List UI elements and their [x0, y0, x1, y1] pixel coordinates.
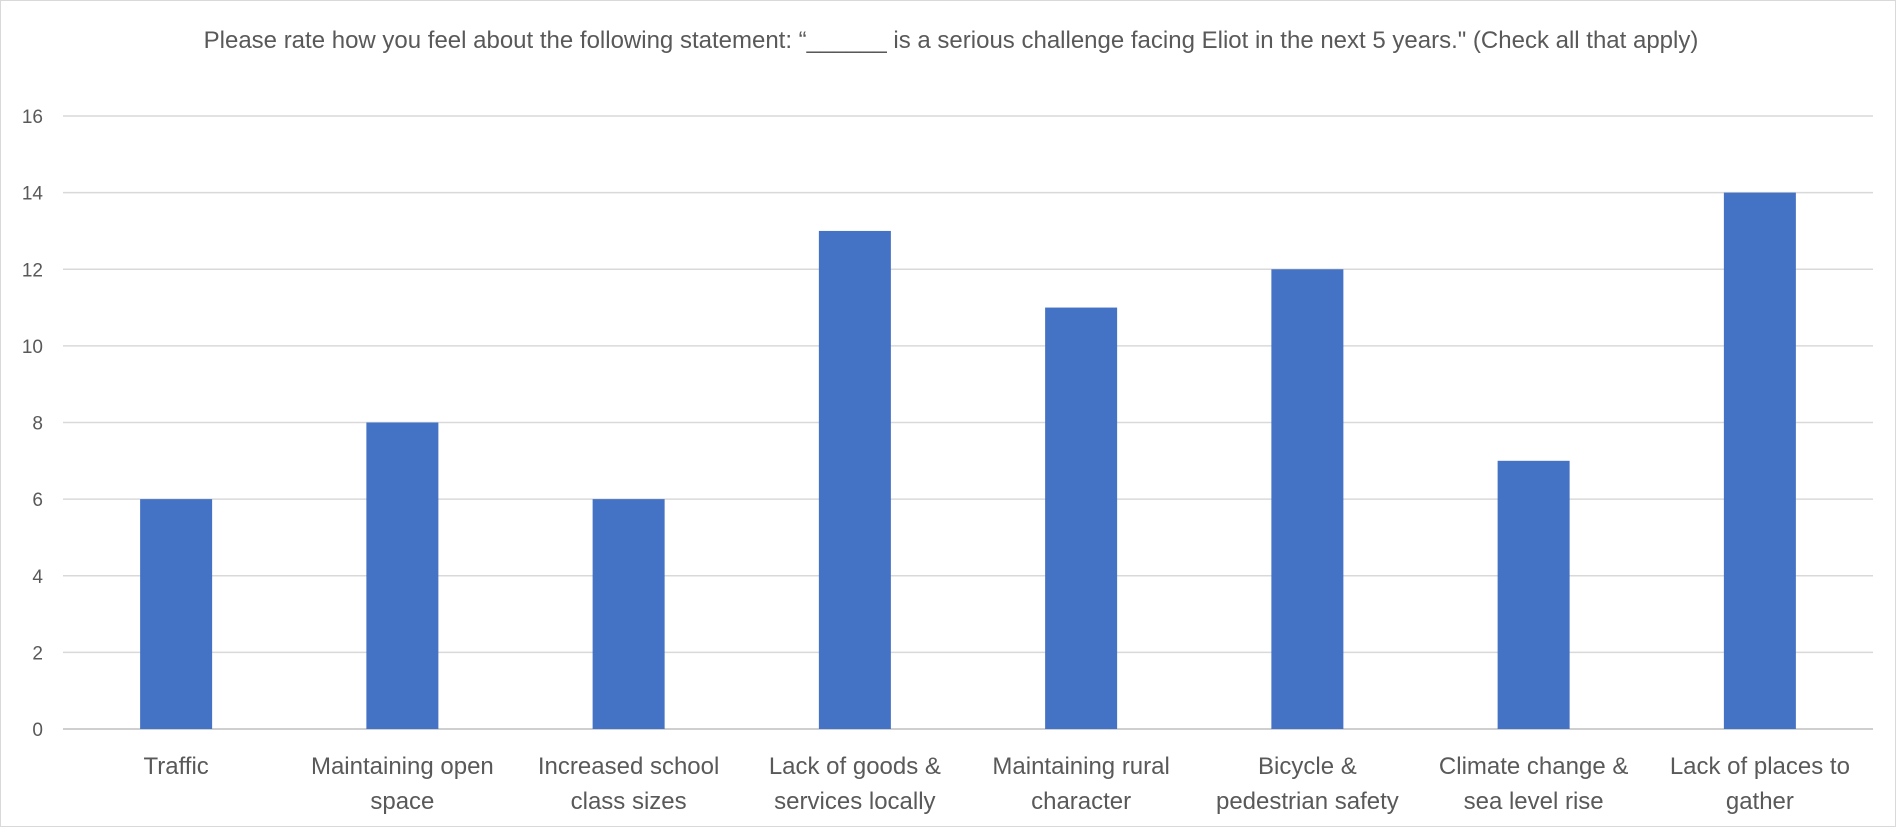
- x-tick-label-line: Increased school: [538, 753, 719, 780]
- y-tick-label: 6: [32, 490, 43, 511]
- bar: [1497, 460, 1570, 729]
- x-tick-label-line: Lack of goods &: [769, 753, 941, 780]
- bar: [818, 230, 891, 729]
- bar: [1723, 192, 1796, 729]
- y-tick-label: 10: [22, 337, 43, 358]
- bar: [140, 499, 213, 729]
- y-tick-label: 2: [32, 643, 43, 664]
- x-tick-label-line: Climate change &: [1439, 753, 1628, 780]
- bar: [592, 499, 665, 729]
- x-tick-label-line: class sizes: [571, 788, 687, 815]
- bars: [140, 192, 1796, 729]
- x-tick-label-line: gather: [1726, 788, 1794, 815]
- x-axis-ticks: Traffic Maintaining open space Increased sc…: [143, 753, 1849, 815]
- x-tick-label: Maintaining rural character: [992, 753, 1169, 815]
- bar: [1271, 269, 1344, 729]
- x-tick-label: Bicycle & pedestrian safety: [1216, 753, 1399, 815]
- y-axis-ticks: 0 2 4 6 8 10 12 14 16: [22, 107, 44, 741]
- x-tick-label: Maintaining open space: [311, 753, 494, 815]
- x-tick-label-line: Maintaining open: [311, 753, 494, 780]
- chart-title: Please rate how you feel about the follo…: [203, 27, 1699, 54]
- x-tick-label-line: pedestrian safety: [1216, 788, 1399, 815]
- x-tick-label-line: space: [370, 788, 434, 815]
- y-tick-label: 8: [32, 414, 43, 435]
- bar: [1045, 307, 1118, 729]
- x-tick-label: Climate change & sea level rise: [1439, 753, 1628, 815]
- x-tick-label: Traffic: [143, 753, 208, 780]
- x-tick-label-line: Maintaining rural: [992, 753, 1169, 780]
- x-tick-label-line: Traffic: [143, 753, 208, 780]
- gridlines: [63, 115, 1873, 730]
- y-tick-label: 0: [32, 720, 43, 741]
- y-tick-label: 4: [32, 567, 43, 588]
- x-tick-label: Lack of places to gather: [1670, 753, 1850, 815]
- x-tick-label-line: character: [1031, 788, 1131, 815]
- x-tick-label-line: sea level rise: [1464, 788, 1604, 815]
- y-tick-label: 14: [22, 184, 44, 205]
- y-tick-label: 16: [22, 107, 43, 128]
- bar: [366, 422, 439, 729]
- x-tick-label: Increased school class sizes: [538, 753, 719, 815]
- x-tick-label-line: Lack of places to: [1670, 753, 1850, 780]
- y-tick-label: 12: [22, 260, 43, 281]
- x-tick-label: Lack of goods & services locally: [769, 753, 941, 815]
- x-tick-label-line: Bicycle &: [1258, 753, 1357, 780]
- x-tick-label-line: services locally: [774, 788, 935, 815]
